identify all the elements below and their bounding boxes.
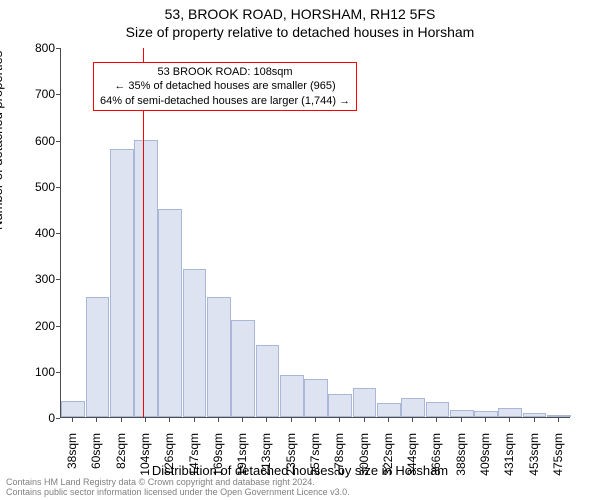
histogram-bar	[353, 388, 377, 417]
y-tick-label: 300	[0, 272, 55, 286]
histogram-bar	[498, 408, 522, 417]
y-tick-label: 600	[0, 134, 55, 148]
histogram-bar	[61, 401, 85, 417]
x-tick-mark	[485, 418, 486, 422]
x-tick-mark	[509, 418, 510, 422]
histogram-bar	[328, 394, 352, 417]
x-tick-mark	[315, 418, 316, 422]
x-tick-mark	[96, 418, 97, 422]
y-tick-mark	[56, 372, 60, 373]
x-tick-mark	[266, 418, 267, 422]
x-tick-mark	[145, 418, 146, 422]
y-tick-label: 700	[0, 87, 55, 101]
histogram-bar	[304, 379, 328, 417]
histogram-bar	[450, 410, 474, 417]
x-tick-mark	[388, 418, 389, 422]
annotation-line3: 64% of semi-detached houses are larger (…	[100, 94, 350, 108]
y-tick-label: 800	[0, 41, 55, 55]
chart-container: 53, BROOK ROAD, HORSHAM, RH12 5FS Size o…	[0, 0, 600, 500]
histogram-bar	[86, 297, 110, 417]
x-tick-mark	[364, 418, 365, 422]
y-tick-mark	[56, 418, 60, 419]
histogram-bar	[158, 209, 182, 417]
x-tick-mark	[339, 418, 340, 422]
x-tick-mark	[242, 418, 243, 422]
histogram-bar	[426, 402, 450, 417]
x-tick-mark	[461, 418, 462, 422]
histogram-bar	[207, 297, 231, 417]
y-tick-label: 0	[0, 411, 55, 425]
annotation-box: 53 BROOK ROAD: 108sqm ← 35% of detached …	[93, 62, 357, 111]
histogram-bar	[231, 320, 255, 417]
x-axis-label: Distribution of detached houses by size …	[0, 463, 600, 478]
histogram-bar	[183, 269, 207, 417]
y-tick-mark	[56, 94, 60, 95]
annotation-line1: 53 BROOK ROAD: 108sqm	[100, 65, 350, 79]
x-tick-mark	[534, 418, 535, 422]
histogram-bar	[547, 415, 571, 417]
footer-attribution: Contains HM Land Registry data © Crown c…	[6, 478, 350, 498]
y-tick-mark	[56, 279, 60, 280]
x-tick-mark	[72, 418, 73, 422]
y-tick-mark	[56, 187, 60, 188]
x-tick-mark	[169, 418, 170, 422]
y-tick-mark	[56, 141, 60, 142]
histogram-bar	[110, 149, 134, 417]
x-tick-mark	[218, 418, 219, 422]
histogram-bar	[134, 140, 158, 418]
footer-line2: Contains public sector information licen…	[6, 488, 350, 498]
plot-area: 53 BROOK ROAD: 108sqm ← 35% of detached …	[60, 48, 570, 418]
y-tick-label: 500	[0, 180, 55, 194]
histogram-bar	[474, 411, 498, 417]
y-tick-mark	[56, 48, 60, 49]
x-tick-mark	[436, 418, 437, 422]
x-tick-mark	[412, 418, 413, 422]
annotation-line2: ← 35% of detached houses are smaller (96…	[100, 79, 350, 93]
chart-title-line1: 53, BROOK ROAD, HORSHAM, RH12 5FS	[0, 6, 600, 22]
x-tick-mark	[291, 418, 292, 422]
histogram-bar	[256, 345, 280, 417]
y-tick-label: 400	[0, 226, 55, 240]
histogram-bar	[401, 398, 425, 417]
y-tick-label: 200	[0, 319, 55, 333]
y-tick-label: 100	[0, 365, 55, 379]
histogram-bar	[523, 413, 547, 417]
x-tick-mark	[558, 418, 559, 422]
x-tick-mark	[121, 418, 122, 422]
histogram-bar	[280, 375, 304, 417]
y-tick-mark	[56, 326, 60, 327]
x-tick-mark	[194, 418, 195, 422]
chart-title-line2: Size of property relative to detached ho…	[0, 24, 600, 40]
histogram-bar	[377, 403, 401, 417]
y-tick-mark	[56, 233, 60, 234]
